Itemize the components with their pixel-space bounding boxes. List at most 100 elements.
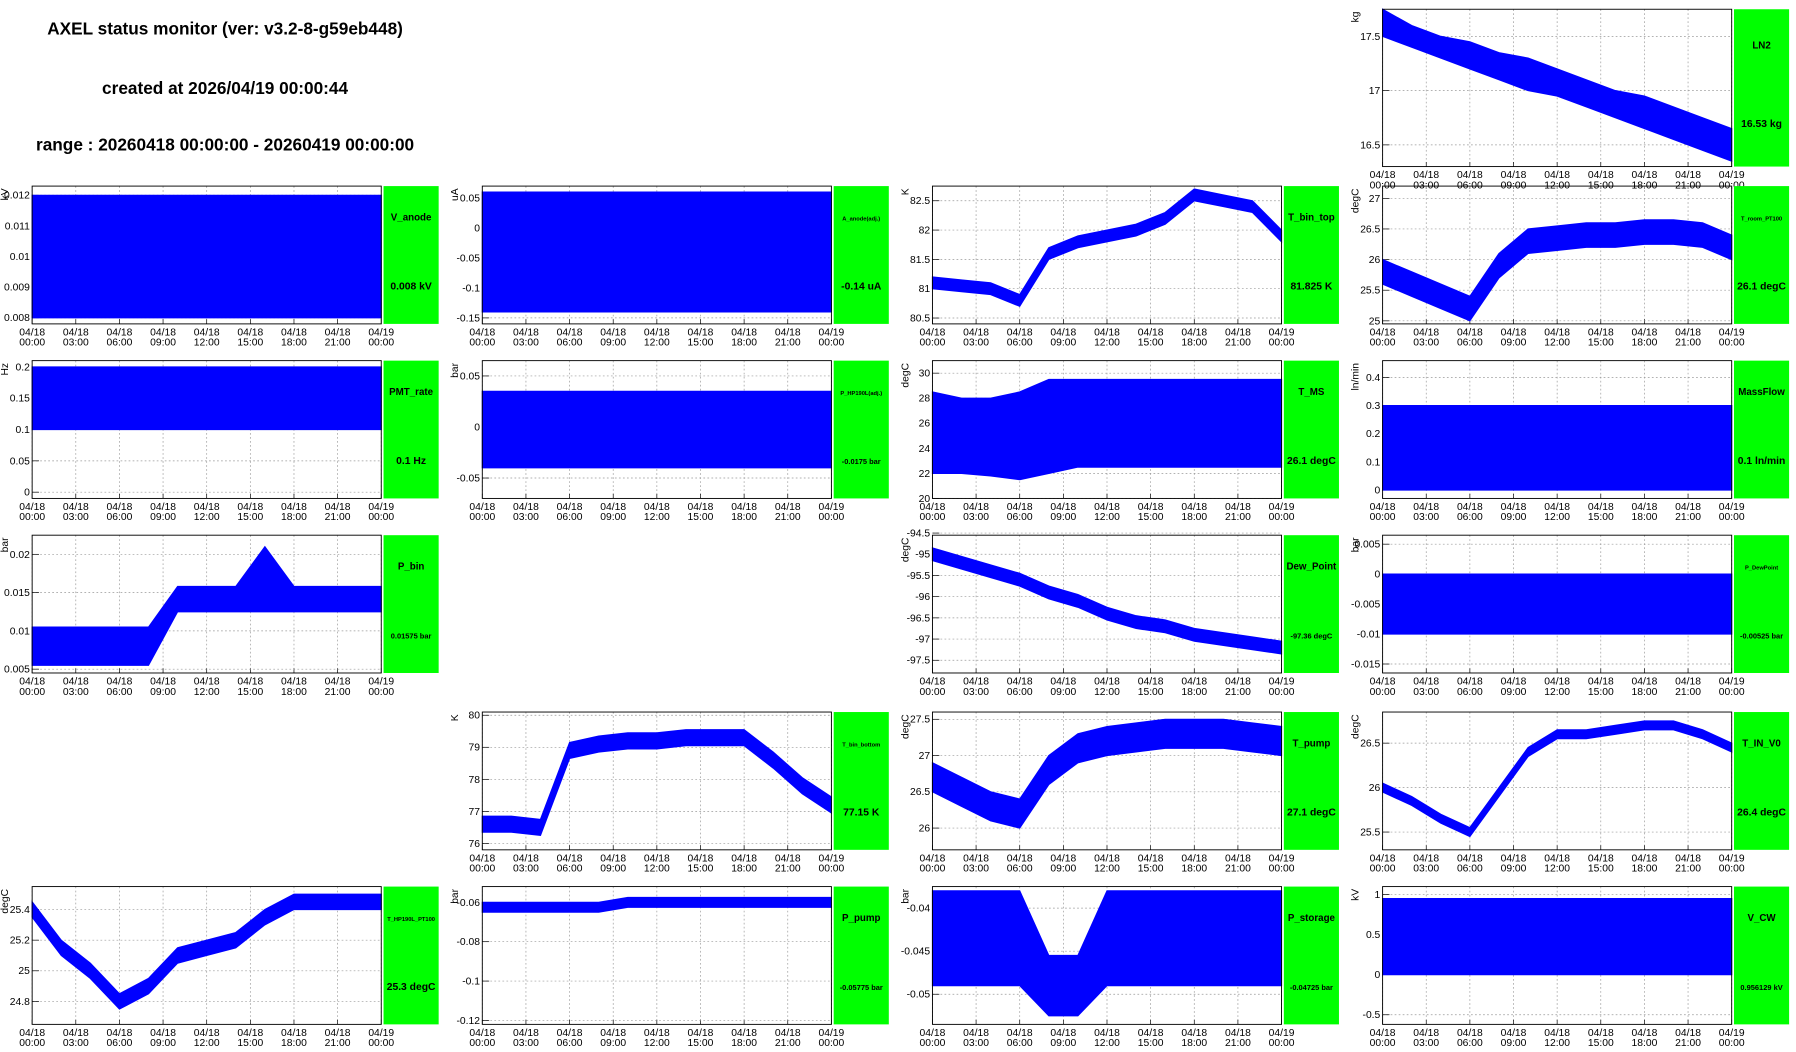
panel: 04/18 00:00 04/18 03:00 04/18 06:00 04/18 09:00… (900, 529, 1339, 698)
y-tick-label: 27 (1369, 194, 1381, 205)
x-tick-label: 04/18 06:00 (557, 853, 583, 874)
x-tick-label: 04/18 15:00 (688, 1028, 714, 1049)
panel: 04/18 00:00 04/18 03:00 04/18 06:00 04/18 09:00… (450, 886, 889, 1049)
status-name: T_MS (1298, 387, 1325, 398)
x-tick-label: 04/18 21:00 (1225, 1028, 1251, 1049)
y-axis-label: kV (1350, 889, 1361, 901)
panel: 04/18 00:00 04/18 03:00 04/18 06:00 04/18 09:00… (900, 711, 1339, 875)
x-tick-label: 04/18 21:00 (1675, 327, 1701, 348)
x-tick-label: 04/18 06:00 (1007, 327, 1033, 348)
status-value: 0.01575 bar (391, 632, 432, 641)
x-tick-label: 04/19 00:00 (1719, 676, 1745, 697)
y-tick-label: 0.015 (4, 588, 30, 599)
y-tick-label: 27.5 (910, 715, 930, 726)
status-name: T_bin_bottom (842, 742, 880, 748)
x-tick-label: 04/18 03:00 (1413, 170, 1439, 191)
x-tick-label: 04/18 06:00 (1457, 502, 1483, 523)
panel: 04/18 00:00 04/18 03:00 04/18 06:00 04/18 09:00… (1350, 534, 1790, 698)
y-axis-label: kV (0, 188, 11, 200)
plot-frame (1382, 886, 1733, 1025)
x-tick-label: 04/18 09:00 (1050, 676, 1076, 697)
data-band (1382, 573, 1733, 635)
x-tick-label: 04/18 18:00 (281, 1028, 307, 1049)
x-tick-label: 04/18 09:00 (150, 327, 176, 348)
plot-frame (931, 534, 1283, 674)
plot-frame (31, 360, 382, 499)
x-tick-label: 04/18 15:00 (1588, 676, 1614, 697)
status-name: PMT_rate (389, 387, 433, 398)
x-tick-label: 04/18 03:00 (63, 676, 89, 697)
y-tick-label: 0.02 (10, 550, 30, 561)
status-value: 81.825 K (1290, 281, 1332, 292)
panel: 04/18 00:00 04/18 03:00 04/18 06:00 04/18 09:00… (0, 534, 439, 698)
x-tick-label: 04/18 06:00 (1457, 853, 1483, 874)
status-box (1733, 9, 1790, 167)
y-tick-label: -0.01 (1357, 629, 1381, 640)
x-tick-label: 04/18 06:00 (106, 676, 132, 697)
status-box (1283, 886, 1339, 1025)
x-tick-label: 04/19 00:00 (1719, 502, 1745, 523)
data-band (481, 729, 832, 837)
y-axis-label: kg (1350, 11, 1361, 22)
x-tick-label: 04/18 00:00 (19, 502, 45, 523)
x-tick-label: 04/19 00:00 (1719, 327, 1745, 348)
x-tick-label: 04/18 09:00 (600, 502, 626, 523)
y-axis-label: degC (900, 362, 911, 387)
x-tick-label: 04/18 09:00 (150, 1028, 176, 1049)
x-tick-label: 04/18 03:00 (513, 1028, 539, 1049)
x-tick-label: 04/18 09:00 (1501, 170, 1527, 191)
x-tick-label: 04/18 00:00 (19, 327, 45, 348)
y-tick-label: 26 (1369, 783, 1381, 794)
x-tick-label: 04/18 12:00 (644, 327, 670, 348)
x-tick-label: 04/18 03:00 (513, 853, 539, 874)
y-tick-label: 26 (1369, 255, 1381, 266)
panel: 04/18 00:00 04/18 03:00 04/18 06:00 04/18 09:00… (900, 886, 1339, 1049)
y-tick-label: -0.04 (907, 904, 931, 915)
status-box (1733, 535, 1790, 673)
x-tick-label: 04/19 00:00 (1269, 853, 1295, 874)
x-tick-label: 04/18 15:00 (1588, 1028, 1614, 1049)
x-tick-label: 04/18 12:00 (1094, 853, 1120, 874)
x-tick-label: 04/18 12:00 (1094, 1028, 1120, 1049)
plot-frame (931, 886, 1283, 1025)
status-box (833, 360, 889, 499)
x-tick-label: 04/18 00:00 (1370, 676, 1396, 697)
y-tick-label: -0.12 (456, 1016, 480, 1027)
x-tick-label: 04/18 18:00 (1631, 502, 1657, 523)
x-tick-label: 04/18 06:00 (557, 327, 583, 348)
status-name: T_pump (1292, 738, 1330, 749)
y-tick-label: 82.5 (910, 196, 930, 207)
status-value: -0.14 uA (841, 281, 882, 292)
y-tick-label: 80.5 (910, 313, 930, 324)
status-name: P_storage (1288, 913, 1336, 924)
y-tick-label: -0.05 (907, 990, 931, 1001)
x-tick-label: 04/18 06:00 (557, 1028, 583, 1049)
y-tick-label: 17 (1369, 86, 1381, 97)
x-tick-label: 04/18 12:00 (194, 327, 220, 348)
y-tick-label: -0.005 (1351, 600, 1381, 611)
x-tick-label: 04/18 12:00 (644, 502, 670, 523)
x-tick-label: 04/18 03:00 (513, 502, 539, 523)
created: created at 2026/04/19 00:00:44 (102, 78, 348, 98)
plot-frame (1382, 711, 1733, 851)
status-value: -0.0175 bar (842, 457, 881, 466)
x-tick-label: 04/18 18:00 (1631, 170, 1657, 191)
y-tick-label: 27 (919, 751, 931, 762)
x-tick-label: 04/18 21:00 (1675, 502, 1701, 523)
status-box (1283, 535, 1339, 673)
data-band (481, 390, 832, 469)
x-tick-label: 04/18 21:00 (775, 1028, 801, 1049)
x-tick-label: 04/18 15:00 (688, 327, 714, 348)
y-tick-label: 16.5 (1360, 140, 1380, 151)
y-tick-label: 0 (1375, 970, 1381, 981)
panel: 04/18 00:00 04/18 03:00 04/18 06:00 04/18 09:00… (0, 185, 439, 349)
x-tick-label: 04/18 00:00 (469, 1028, 495, 1049)
title: AXEL status monitor (ver: v3.2-8-g59eb44… (47, 19, 403, 39)
x-tick-label: 04/18 03:00 (963, 676, 989, 697)
data-band (1382, 720, 1733, 838)
x-tick-label: 04/18 06:00 (106, 1028, 132, 1049)
x-tick-label: 04/18 18:00 (1181, 327, 1207, 348)
x-tick-label: 04/18 18:00 (281, 327, 307, 348)
y-axis-label: K (450, 714, 461, 721)
x-tick-label: 04/18 00:00 (920, 327, 946, 348)
